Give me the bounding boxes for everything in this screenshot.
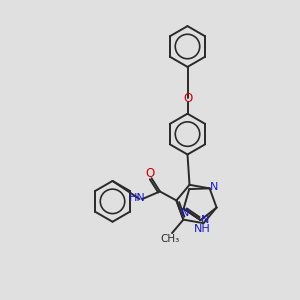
Text: N: N <box>200 215 209 225</box>
Text: N: N <box>181 208 189 218</box>
Text: N: N <box>210 182 219 192</box>
Text: HN: HN <box>129 193 146 203</box>
Text: CH₃: CH₃ <box>161 233 180 244</box>
Text: NH: NH <box>194 224 210 234</box>
Text: O: O <box>183 92 192 105</box>
Text: O: O <box>146 167 154 180</box>
